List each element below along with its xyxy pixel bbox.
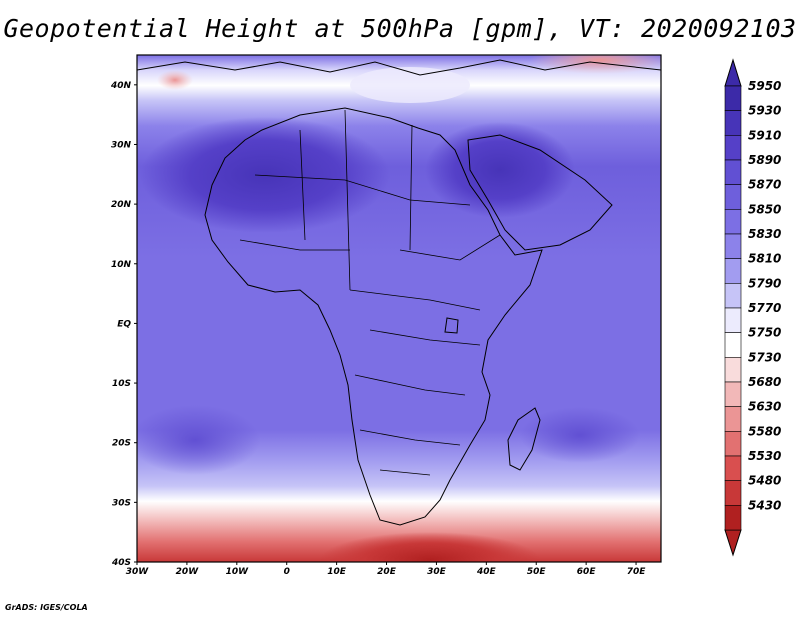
colorbar-swatch [724,85,742,111]
colorbar-level-label: 5770 [748,301,781,315]
colorbar-level-label: 5750 [748,326,781,340]
lon-label: 0 [284,567,290,577]
colorbar-level-label: 5480 [748,474,781,488]
colorbar-level-label: 5830 [748,227,781,241]
colorbar-top-arrow [724,58,742,87]
colorbar-bottom-arrow [724,529,742,557]
colorbar-level-label: 5530 [748,449,781,463]
lat-label: 30S [112,498,131,508]
colorbar-swatch [724,480,742,506]
africa-coastline [204,107,543,526]
madagascar-coastline [507,407,541,471]
colorbar-swatch [724,357,742,383]
colorbar-level-label: 5630 [748,400,781,414]
colorbar-level-label: 5810 [748,252,781,266]
colorbar-level-label: 5890 [748,153,781,167]
colorbar-level-label: 5870 [748,178,781,192]
colorbar-level-label: 5950 [748,79,781,93]
colorbar-swatch [724,283,742,309]
lat-label: 40N [110,81,132,91]
colorbar-swatch [724,431,742,457]
colorbar-swatch [724,159,742,185]
coastlines [136,59,662,526]
lat-label: 40S [111,558,131,568]
colorbar-level-label: 5430 [748,498,781,512]
colorbar-swatch [724,381,742,407]
grads-credit: GrADS: IGES/COLA [5,603,88,612]
colorbar-swatch [724,184,742,210]
map-frame [136,54,662,563]
colorbar-level-label: 5930 [748,104,781,118]
colorbar-level-label: 5680 [748,375,781,389]
colorbar-level-label: 5790 [748,276,781,290]
lat-label: 20N [111,200,132,210]
lon-label: 60E [577,567,597,577]
colorbar-swatch [724,505,742,531]
colorbar-swatch [724,406,742,432]
colorbar-level-label: 5910 [748,128,781,142]
colorbar-swatch [724,258,742,284]
colorbar-level-label: 5580 [748,424,781,438]
lon-label: 30E [427,567,447,577]
lat-label: 10S [112,379,131,389]
map-title: Geopotential Height at 500hPa [gpm], VT:… [3,14,797,43]
lake-victoria [444,317,459,334]
lat-label: 20S [112,439,131,449]
lon-label: 30W [126,567,150,577]
lon-label: 10W [226,567,250,577]
colorbar-swatch [724,332,742,358]
europe-coastline [136,59,662,76]
colorbar-swatch [724,455,742,481]
colorbar-level-label: 5850 [748,202,781,216]
colorbar-swatch [724,233,742,259]
lon-label: 20E [377,567,397,577]
colorbar-swatch [724,209,742,235]
lat-label: 10N [111,260,132,270]
lon-label: 40E [476,567,497,577]
lon-label: 10E [327,567,347,577]
colorbar-swatch [724,307,742,333]
lon-label: 20W [176,567,200,577]
lon-label: 70E [627,567,647,577]
colorbar-swatch [724,135,742,161]
arabia-coastline [467,134,613,251]
colorbar-swatch [724,110,742,136]
colorbar-level-label: 5730 [748,350,781,364]
lon-label: 50E [527,567,547,577]
country-borders [239,109,501,476]
lat-label: 30N [111,140,132,150]
colorbar: 5950 5930 5910 5890 5870 5850 5830 5810 5790 5770… [724,58,781,557]
lat-label: EQ [117,319,131,329]
height-field [137,55,661,562]
